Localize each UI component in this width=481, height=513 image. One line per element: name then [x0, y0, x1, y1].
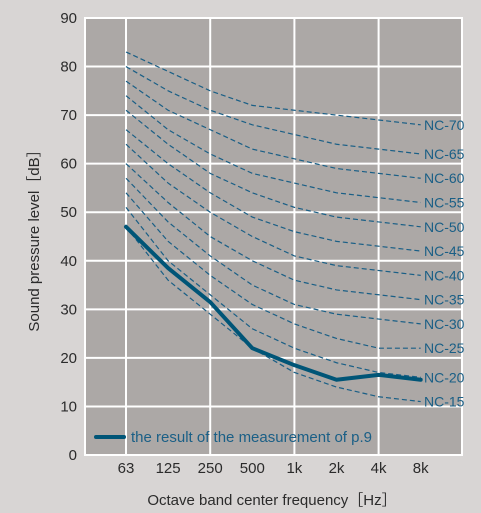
x-tick-label: 500: [240, 460, 265, 477]
nc-curve-line: [125, 143, 421, 276]
plot-area: [84, 17, 463, 456]
y-tick-label: 20: [60, 350, 77, 367]
nc-curve-label: NC-30: [424, 316, 465, 332]
nc-curve-label: NC-65: [424, 146, 465, 162]
y-tick-label: 80: [60, 59, 77, 76]
nc-curve-line: [125, 95, 421, 204]
legend: the result of the measurement of p.9: [94, 429, 372, 446]
nc-curves: [125, 51, 421, 403]
y-tick-label: 70: [60, 107, 77, 124]
y-tick-label: 10: [60, 398, 77, 415]
grid-lines: [85, 18, 462, 455]
nc-curve-line: [125, 129, 421, 252]
y-tick-label: 50: [60, 204, 77, 221]
measured-series: [124, 224, 423, 382]
nc-curve-label: NC-35: [424, 292, 465, 308]
nc-curve-line: [125, 226, 421, 403]
x-tick-label: 1k: [286, 460, 302, 477]
nc-curve-label: NC-50: [424, 219, 465, 235]
nc-curve-line: [125, 80, 421, 179]
y-tick-label: 30: [60, 301, 77, 318]
x-tick-label: 4k: [371, 460, 387, 477]
nc-curve-label: NC-20: [424, 369, 465, 385]
y-tick-labels: 0 10 20 30 40 50 60 70 80 90: [60, 10, 77, 464]
nc-curve-labels: NC-70 NC-65 NC-60 NC-55 NC-50 NC-45 NC-40 NC-35…: [424, 117, 465, 410]
y-tick-label: 0: [69, 447, 77, 464]
y-axis-title: Sound pressure level［dB］: [26, 142, 43, 331]
y-tick-label: 90: [60, 10, 77, 27]
x-tick-label: 125: [156, 460, 181, 477]
y-tick-label: 60: [60, 156, 77, 173]
nc-curve-line: [125, 66, 421, 155]
x-tick-label: 8k: [413, 460, 429, 477]
nc-curve-label: NC-70: [424, 117, 465, 133]
legend-label: the result of the measurement of p.9: [131, 429, 372, 446]
x-tick-labels: 63 125 250 500 1k 2k 4k 8k: [118, 460, 429, 477]
nc-curve-label: NC-60: [424, 170, 465, 186]
y-tick-label: 40: [60, 253, 77, 270]
nc-curve-line: [125, 109, 421, 228]
nc-curve-line: [125, 177, 421, 325]
nc-curve-line: [125, 51, 421, 126]
x-axis-title: Octave band center frequency［Hz］: [147, 492, 396, 509]
x-tick-label: 63: [118, 460, 135, 477]
nc-curve-label: NC-40: [424, 267, 465, 283]
nc-curve-label: NC-45: [424, 243, 465, 259]
measured-line: [124, 224, 423, 382]
nc-curve-label: NC-15: [424, 394, 465, 410]
x-tick-label: 2k: [329, 460, 345, 477]
nc-curve-label: NC-55: [424, 195, 465, 211]
nc-curve-line: [125, 192, 421, 349]
nc-curve-label: NC-25: [424, 340, 465, 356]
x-tick-label: 250: [198, 460, 223, 477]
nc-curve-line: [125, 163, 421, 301]
